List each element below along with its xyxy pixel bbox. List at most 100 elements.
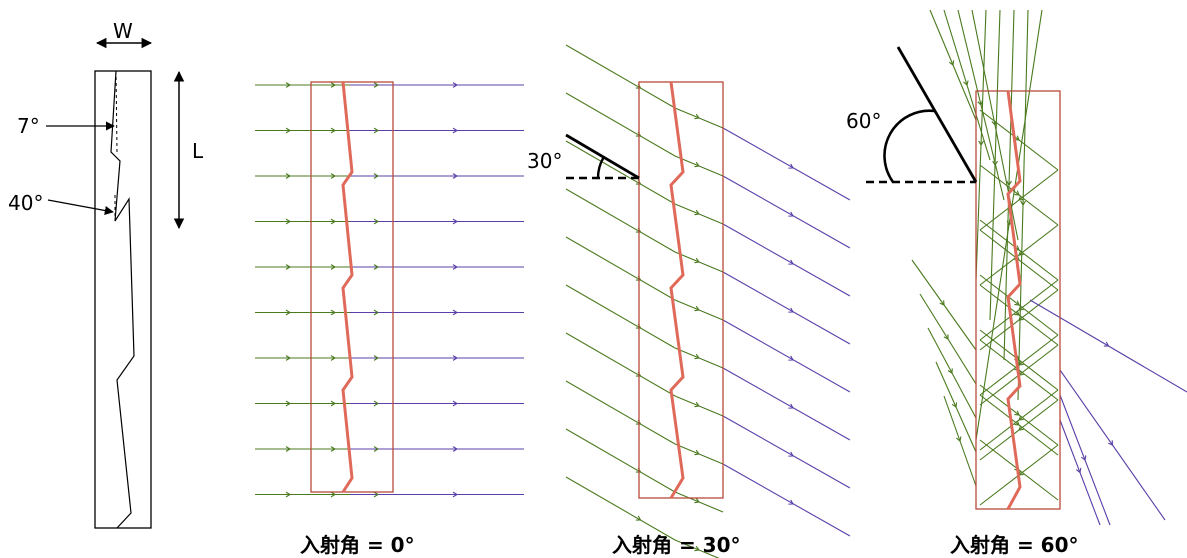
ray-arrowhead: [694, 305, 700, 312]
ray-arrowhead: [373, 309, 380, 316]
transmitted-ray: [722, 463, 851, 537]
block-outline-60: [975, 90, 1061, 510]
ray-arrowhead: [1014, 310, 1020, 316]
ray-arrowhead: [694, 401, 700, 408]
ray-arrowhead: [694, 545, 700, 552]
ray-arrowhead: [285, 82, 292, 88]
ray-arrowhead: [330, 264, 337, 270]
ray-arrowhead: [285, 446, 292, 452]
facet-profile-60: [1006, 90, 1022, 510]
ray-arrowhead: [452, 264, 459, 270]
incident-ray: [565, 236, 676, 301]
ray-arrowhead: [788, 403, 794, 409]
ray-arrowhead: [788, 307, 794, 313]
ray-arrowhead: [1108, 440, 1114, 446]
ray-arrowhead: [285, 491, 292, 498]
ray-arrowhead: [330, 218, 337, 225]
ray-arrowhead: [373, 173, 380, 179]
ray-arrowhead: [694, 113, 700, 120]
caption-0: 入射角 = 0°: [300, 533, 415, 557]
ray-arrowhead: [452, 82, 459, 88]
transmitted-ray: [722, 319, 851, 393]
ray-arrowhead: [330, 309, 337, 316]
ray-arrowhead: [373, 355, 380, 361]
ray-arrowhead: [1014, 190, 1020, 196]
angle-label-60: 60°: [846, 109, 881, 133]
ray-arrowhead: [285, 173, 292, 179]
ray-arrowhead: [285, 400, 292, 407]
incident-ray: [565, 92, 676, 157]
ray-arrowhead: [978, 140, 985, 147]
ray-arrowhead: [1080, 455, 1087, 461]
ray-arrowhead: [1006, 180, 1012, 187]
block-outline-0: [310, 81, 394, 493]
ray-arrowhead: [635, 515, 642, 521]
ray-arrowhead: [1018, 425, 1024, 431]
ray-arrowhead: [788, 451, 794, 457]
ray-arrowhead: [452, 173, 459, 179]
ray-arrowhead: [330, 127, 337, 134]
incident-ray: [565, 332, 676, 397]
ray-arrowhead: [330, 173, 337, 179]
ray-arrowhead: [694, 497, 700, 504]
ray-arrowhead: [285, 264, 292, 270]
facet-profile-0: [341, 81, 354, 493]
ray-arrowhead: [1075, 467, 1082, 474]
transmitted-ray: [722, 223, 851, 297]
ray-arrowhead: [694, 161, 700, 168]
caption-30: 入射角 = 30°: [612, 533, 741, 557]
transmitted-ray: [722, 127, 851, 201]
ray-arrowhead: [285, 127, 292, 134]
angle-arc-60: [883, 109, 936, 183]
ray-arrowhead: [947, 368, 953, 374]
ray-set-60: [911, 9, 1187, 526]
angle-arc-30: [596, 156, 605, 179]
panel-incidence-0: 入射角 = 0°: [255, 81, 524, 557]
incident-ray: [565, 284, 676, 349]
ray-arrowhead: [788, 211, 794, 217]
ray-arrowhead: [1020, 200, 1026, 207]
transmitted-ray: [722, 175, 851, 249]
incident-direction-line-30: [565, 133, 640, 180]
ray-arrowhead: [1018, 360, 1024, 366]
ray-arrowhead: [330, 82, 337, 88]
ray-arrowhead: [373, 82, 380, 88]
ray-arrowhead: [1018, 195, 1024, 201]
schematic-facet-profile: [110, 70, 135, 529]
ray-arrowhead: [452, 446, 459, 452]
schematic: W L 7° 40°: [8, 19, 204, 529]
ray-arrowhead: [1018, 305, 1024, 311]
ray-arrowhead: [1103, 341, 1110, 347]
incident-ray: [565, 140, 676, 205]
ray-arrowhead: [948, 60, 955, 66]
incident-ray: [565, 44, 676, 109]
ray-arrowhead: [373, 400, 380, 407]
ray-arrowhead: [1014, 420, 1020, 426]
ray-arrowhead: [788, 355, 794, 361]
ray-arrowhead: [285, 309, 292, 316]
angle-7-reference-line: [115, 70, 118, 153]
ray-arrowhead: [992, 160, 998, 167]
ray-arrowhead: [373, 264, 380, 270]
ray-arrowhead: [1018, 415, 1024, 421]
transmitted-ray: [722, 367, 851, 441]
panel-incidence-60: 60° 入射角 = 60°: [846, 9, 1187, 557]
transmitted-ray: [722, 415, 851, 489]
ray-arrowhead: [452, 309, 459, 316]
ray-set-30: [565, 44, 851, 558]
ray-arrowhead: [1018, 250, 1024, 256]
ray-arrowhead: [694, 257, 700, 264]
incident-ray: [565, 188, 676, 253]
angle-40-label: 40°: [8, 191, 43, 215]
angle-7-label: 7°: [17, 114, 40, 138]
incident-ray: [565, 380, 676, 445]
incident-ray: [565, 428, 676, 493]
width-label: W: [113, 19, 133, 43]
ray-arrowhead: [452, 127, 459, 134]
ray-arrowhead: [373, 218, 380, 225]
ray-arrowhead: [694, 449, 700, 456]
ray-arrowhead: [1014, 300, 1020, 306]
ray-arrowhead: [951, 402, 958, 408]
ray-arrowhead: [285, 355, 292, 361]
ray-arrowhead: [330, 491, 337, 498]
